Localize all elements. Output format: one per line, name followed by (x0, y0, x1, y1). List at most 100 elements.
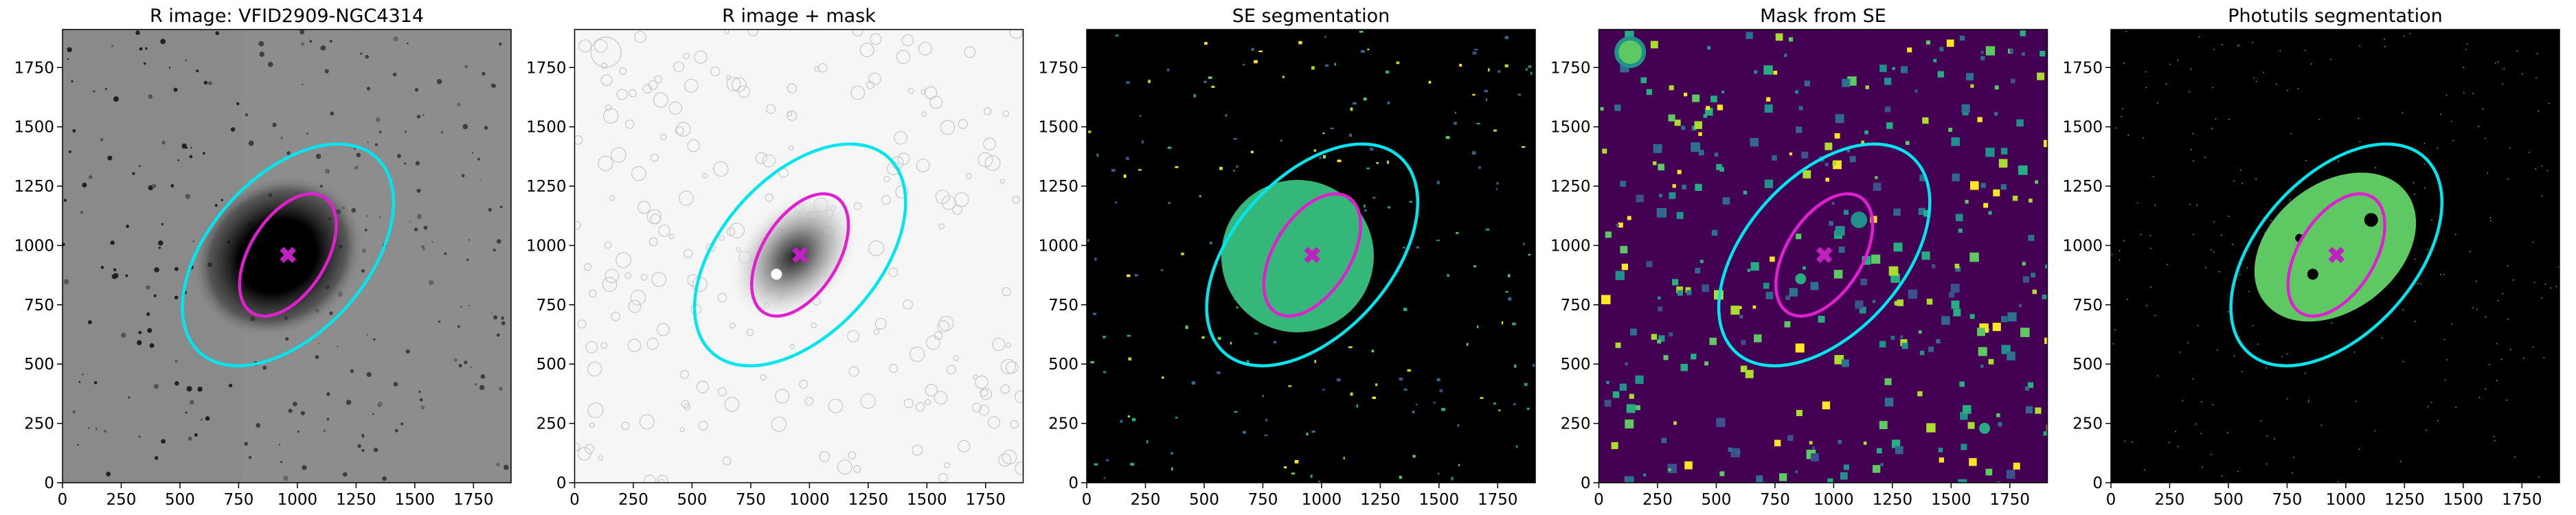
segment (2440, 113, 2441, 115)
segment (1471, 151, 1476, 155)
segment (1512, 322, 1516, 325)
mask-region (1754, 70, 1758, 74)
mask-region (1640, 77, 1647, 84)
star (174, 381, 179, 386)
x-tick-label: 1250 (1360, 491, 1401, 509)
star (138, 435, 141, 438)
mask-region (2012, 196, 2018, 201)
y-tick-label: 750 (2072, 297, 2103, 314)
segment (1185, 325, 1188, 330)
star (366, 87, 371, 91)
star (203, 80, 208, 85)
star (361, 435, 365, 438)
mask-outline (683, 52, 690, 60)
mask-outline (578, 447, 591, 461)
star (113, 268, 117, 272)
star (431, 240, 433, 243)
mask-outline (1005, 361, 1019, 374)
mask-outline (681, 400, 690, 409)
mask-outline (648, 237, 658, 247)
star (174, 295, 179, 300)
segment (1162, 376, 1164, 379)
mask-outline (600, 342, 608, 350)
star (214, 204, 218, 207)
panel-title: Mask from SE (1760, 5, 1886, 27)
segment (1236, 165, 1239, 168)
segment (1324, 36, 1326, 38)
mask-region (1948, 128, 1953, 133)
mask-region (1789, 288, 1798, 297)
segment (1114, 201, 1118, 204)
star (397, 154, 401, 159)
mask-outline (679, 426, 685, 433)
mask-outline (980, 388, 988, 397)
segment (1318, 481, 1320, 483)
x-tick-label: 0 (2106, 491, 2116, 509)
y-tick-label: 0 (2092, 474, 2103, 492)
segment (1484, 89, 1489, 93)
star (121, 332, 126, 338)
segment (2150, 247, 2151, 249)
segment (1403, 308, 1408, 311)
mask-outline (619, 67, 627, 76)
mask-outline (738, 85, 750, 98)
segment (2507, 318, 2509, 320)
segment (1094, 463, 1098, 466)
mask-region (1864, 130, 1868, 135)
segment (1472, 52, 1477, 55)
star (245, 113, 249, 117)
mask-outline (640, 273, 648, 281)
segment (2240, 170, 2242, 171)
mask-region (1861, 140, 1864, 144)
mask-region (1900, 339, 1908, 347)
segment (1508, 274, 1511, 278)
star (80, 211, 84, 214)
segment (2463, 67, 2465, 68)
mask-region (1620, 181, 1626, 187)
mask-region (2022, 276, 2030, 283)
mask-region (1680, 363, 1688, 371)
segment (1371, 350, 1375, 353)
segment (1473, 265, 1476, 268)
star (393, 36, 398, 42)
mask-region (1698, 132, 1702, 136)
mask-region (1739, 306, 1742, 310)
segment (2498, 300, 2499, 301)
star (457, 325, 460, 328)
star (72, 410, 76, 413)
y-tick-label: 750 (1048, 297, 1078, 314)
segment (2177, 60, 2179, 61)
mask-outline (850, 85, 866, 100)
aperture-ellipse (1262, 192, 1362, 318)
segment (2241, 183, 2243, 184)
aperture-ellipse (692, 142, 907, 367)
mask-region (1745, 369, 1754, 378)
mask-region (1926, 423, 1936, 433)
segment (1111, 168, 1116, 172)
mask-outline (771, 416, 787, 432)
segment (2359, 141, 2361, 143)
x-tick-label: 1000 (789, 491, 830, 509)
star (416, 188, 421, 193)
mask-region (1676, 211, 1684, 219)
segment (1459, 64, 1462, 67)
y-tick-label: 750 (536, 297, 567, 314)
segment (1234, 411, 1238, 413)
star (374, 143, 379, 146)
star (414, 227, 418, 231)
mask-region (1951, 300, 1960, 309)
segment (2255, 80, 2257, 82)
star (457, 102, 461, 107)
mask-outline (755, 152, 767, 164)
mask-region (1629, 393, 1634, 399)
mask-outline (799, 379, 809, 389)
segment (2307, 401, 2309, 403)
segment (2358, 448, 2360, 450)
mask-region (1636, 194, 1644, 203)
segment (2305, 49, 2306, 51)
star (139, 165, 141, 168)
mask-region (1803, 170, 1811, 179)
segment (1168, 201, 1171, 205)
segment (1306, 433, 1309, 436)
